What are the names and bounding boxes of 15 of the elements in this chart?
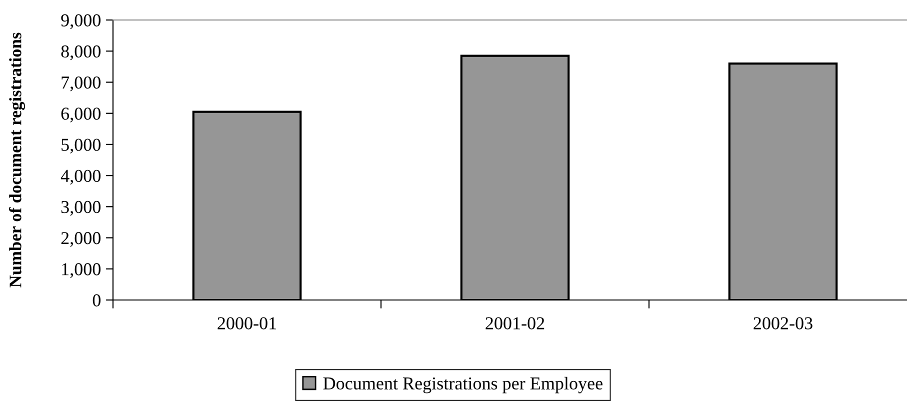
x-tick-label: 2001-02: [486, 317, 544, 330]
y-tick-label: 6,000: [61, 108, 101, 122]
y-tick-label: 7,000: [62, 76, 101, 92]
x-tick-label: 2000-01: [218, 317, 276, 330]
y-tick-label: 9,000: [61, 14, 101, 30]
y-tick-label: 1,000: [62, 263, 101, 278]
y-tick-label: 3,000: [61, 200, 101, 216]
y-tick-label: 0: [92, 294, 101, 306]
legend-label: Document Registrations per Employee: [323, 376, 602, 394]
y-tick-label: 2,000: [61, 232, 101, 247]
x-tick-label: 2002-03: [754, 317, 812, 330]
y-axis-title: Number of document registrations: [8, 32, 25, 288]
y-tick-label: 8,000: [61, 45, 101, 60]
y-tick-label: 4,000: [60, 170, 101, 185]
y-tick-label: 5,000: [62, 138, 101, 154]
